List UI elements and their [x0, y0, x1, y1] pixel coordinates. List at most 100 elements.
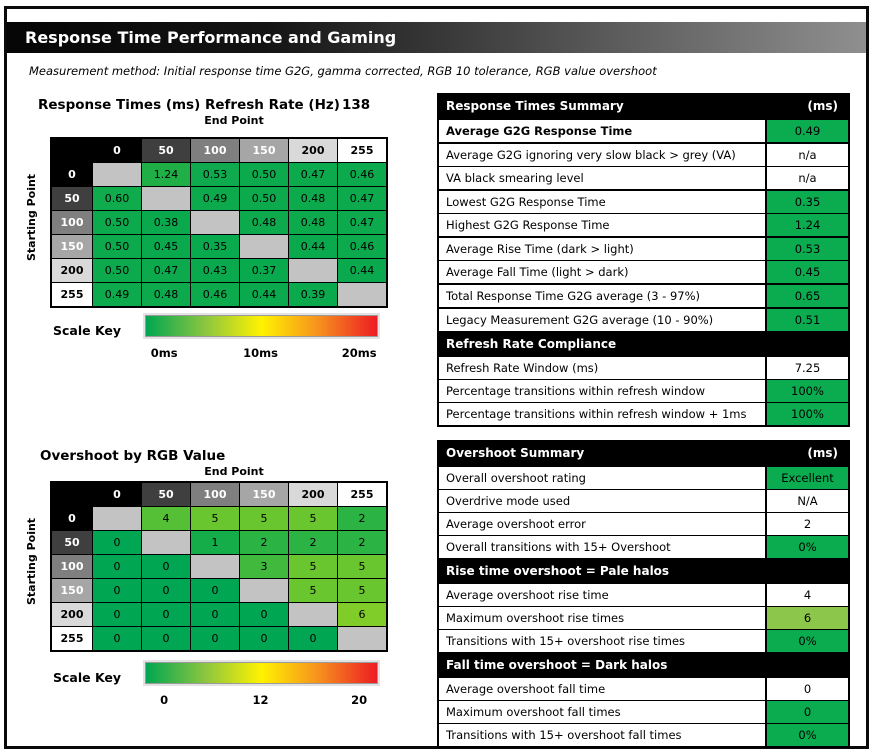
- matrix-value-cell: 0.46: [337, 162, 388, 187]
- matrix-value-cell: 0.53: [190, 162, 240, 187]
- refresh-rate-value: 138: [342, 97, 371, 113]
- summary-row-label: Average G2G Response Time: [438, 118, 766, 144]
- summary-row-value: 0: [765, 677, 849, 701]
- matrix-value-cell: 0.47: [337, 186, 388, 211]
- matrix-row-header: 150: [50, 578, 93, 603]
- matrix-value-cell: 0: [141, 578, 191, 603]
- matrix-value-cell: 6: [337, 602, 388, 627]
- matrix-value-cell: 0.44: [288, 234, 338, 259]
- scale-key-label-overshoot: Scale Key: [53, 670, 122, 685]
- matrix-value-cell: 0: [288, 626, 338, 652]
- scale-ticks-response: 0ms 10ms 20ms: [143, 346, 378, 360]
- response-times-summary-table: Response Times Summary (ms) Average G2G …: [437, 93, 850, 427]
- matrix-col-header: 255: [337, 137, 388, 163]
- summary-row-value: n/a: [765, 143, 849, 167]
- matrix-value-cell: 0.60: [92, 186, 142, 211]
- matrix-value-cell: 0.50: [92, 258, 142, 283]
- matrix-value-cell: 0.44: [239, 282, 289, 308]
- overshoot-title: Overshoot by RGB Value: [40, 448, 226, 464]
- summary-row-label: Lowest G2G Response Time: [438, 190, 766, 214]
- matrix-value-cell: 4: [141, 506, 191, 531]
- matrix-value-cell: 5: [337, 578, 388, 603]
- summary-row-label: Average overshoot rise time: [438, 583, 766, 607]
- matrix-value-cell: 1.24: [141, 162, 191, 187]
- summary-row-value: 0%: [765, 723, 849, 748]
- end-point-axis-label: End Point: [204, 114, 264, 127]
- matrix-value-cell: 0.48: [141, 282, 191, 308]
- page-title: Response Time Performance and Gaming: [25, 28, 397, 47]
- response-times-heatmap: 0 50 100 150 200 255 0 1.24 0.53 0.50 0.47 0.46 50 0.…: [50, 137, 388, 308]
- scale-gradient-bar-response: [143, 313, 380, 339]
- summary-row-label: Maximum overshoot fall times: [438, 700, 766, 724]
- overshoot-summary-table: Overshoot Summary (ms) Overall overshoot…: [437, 440, 850, 748]
- starting-point-axis-label: Starting Point: [25, 517, 38, 606]
- summary-row-value: 0%: [765, 629, 849, 654]
- matrix-value-cell: 0.38: [141, 210, 191, 235]
- scale-tick: 20ms: [341, 346, 377, 360]
- matrix-value-cell: 0.37: [239, 258, 289, 283]
- matrix-diagonal-cell: [337, 282, 388, 308]
- summary-row-label: Percentage transitions within refresh wi…: [438, 379, 766, 403]
- summary-row-label: Average overshoot fall time: [438, 677, 766, 701]
- matrix-col-header: 0: [92, 137, 142, 163]
- response-times-title: Response Times (ms): [38, 97, 201, 113]
- matrix-col-header: 200: [288, 481, 338, 507]
- matrix-value-cell: 1: [190, 530, 240, 555]
- report-title-bar: Response Time Performance and Gaming: [7, 22, 866, 53]
- matrix-value-cell: 0.35: [190, 234, 240, 259]
- summary-row-value: n/a: [765, 166, 849, 191]
- summary-row-label: Average Rise Time (dark > light): [438, 237, 766, 261]
- matrix-value-cell: 0.47: [141, 258, 191, 283]
- summary-row-label: Maximum overshoot rise times: [438, 606, 766, 630]
- matrix-value-cell: 0: [92, 578, 142, 603]
- matrix-value-cell: 0: [92, 530, 142, 555]
- scale-tick: 0ms: [150, 346, 178, 360]
- matrix-value-cell: 0.39: [288, 282, 338, 308]
- matrix-col-header: 50: [141, 481, 191, 507]
- matrix-row-header: 100: [50, 210, 93, 235]
- summary-row-value: 100%: [765, 402, 849, 427]
- matrix-value-cell: 0.43: [190, 258, 240, 283]
- matrix-value-cell: 0.49: [190, 186, 240, 211]
- matrix-diagonal-cell: [141, 186, 191, 211]
- summary-row-value: 4: [765, 583, 849, 607]
- matrix-value-cell: 0: [141, 602, 191, 627]
- matrix-value-cell: 5: [288, 554, 338, 579]
- matrix-value-cell: 0: [141, 554, 191, 579]
- matrix-col-header: 100: [190, 137, 240, 163]
- matrix-diagonal-cell: [92, 162, 142, 187]
- summary-row-value: N/A: [765, 489, 849, 513]
- matrix-col-header: 150: [239, 137, 289, 163]
- summary-row-value: 0.53: [765, 237, 849, 261]
- matrix-value-cell: 0.50: [239, 162, 289, 187]
- scale-gradient-bar-overshoot: [143, 660, 380, 686]
- matrix-value-cell: 2: [288, 530, 338, 555]
- summary-row-label: Total Response Time G2G average (3 - 97%…: [438, 284, 766, 309]
- matrix-diagonal-cell: [239, 234, 289, 259]
- matrix-value-cell: 0: [239, 602, 289, 627]
- matrix-row-header: 50: [50, 530, 93, 555]
- matrix-col-header: 50: [141, 137, 191, 163]
- matrix-value-cell: 5: [288, 578, 338, 603]
- summary-row-value: 0.51: [765, 308, 849, 333]
- matrix-value-cell: 0.45: [141, 234, 191, 259]
- summary-row-label: Highest G2G Response Time: [438, 213, 766, 238]
- matrix-value-cell: 3: [239, 554, 289, 579]
- scale-tick: 20: [351, 693, 368, 707]
- matrix-value-cell: 0.44: [337, 258, 388, 283]
- scale-tick: 0: [160, 693, 169, 707]
- matrix-corner-cell: [50, 137, 93, 163]
- matrix-value-cell: 0: [190, 602, 240, 627]
- matrix-col-header: 150: [239, 481, 289, 507]
- refresh-rate-label: Refresh Rate (Hz): [205, 97, 340, 113]
- summary-row-value: 0.49: [765, 118, 849, 144]
- matrix-value-cell: 0.49: [92, 282, 142, 308]
- summary-title: Response Times Summary: [438, 94, 766, 120]
- matrix-row-header: 255: [50, 282, 93, 308]
- summary-row-value: 0%: [765, 535, 849, 560]
- matrix-value-cell: 0: [190, 626, 240, 652]
- summary-row-value: 100%: [765, 379, 849, 403]
- matrix-value-cell: 5: [190, 506, 240, 531]
- matrix-value-cell: 2: [337, 530, 388, 555]
- matrix-value-cell: 0.50: [92, 210, 142, 235]
